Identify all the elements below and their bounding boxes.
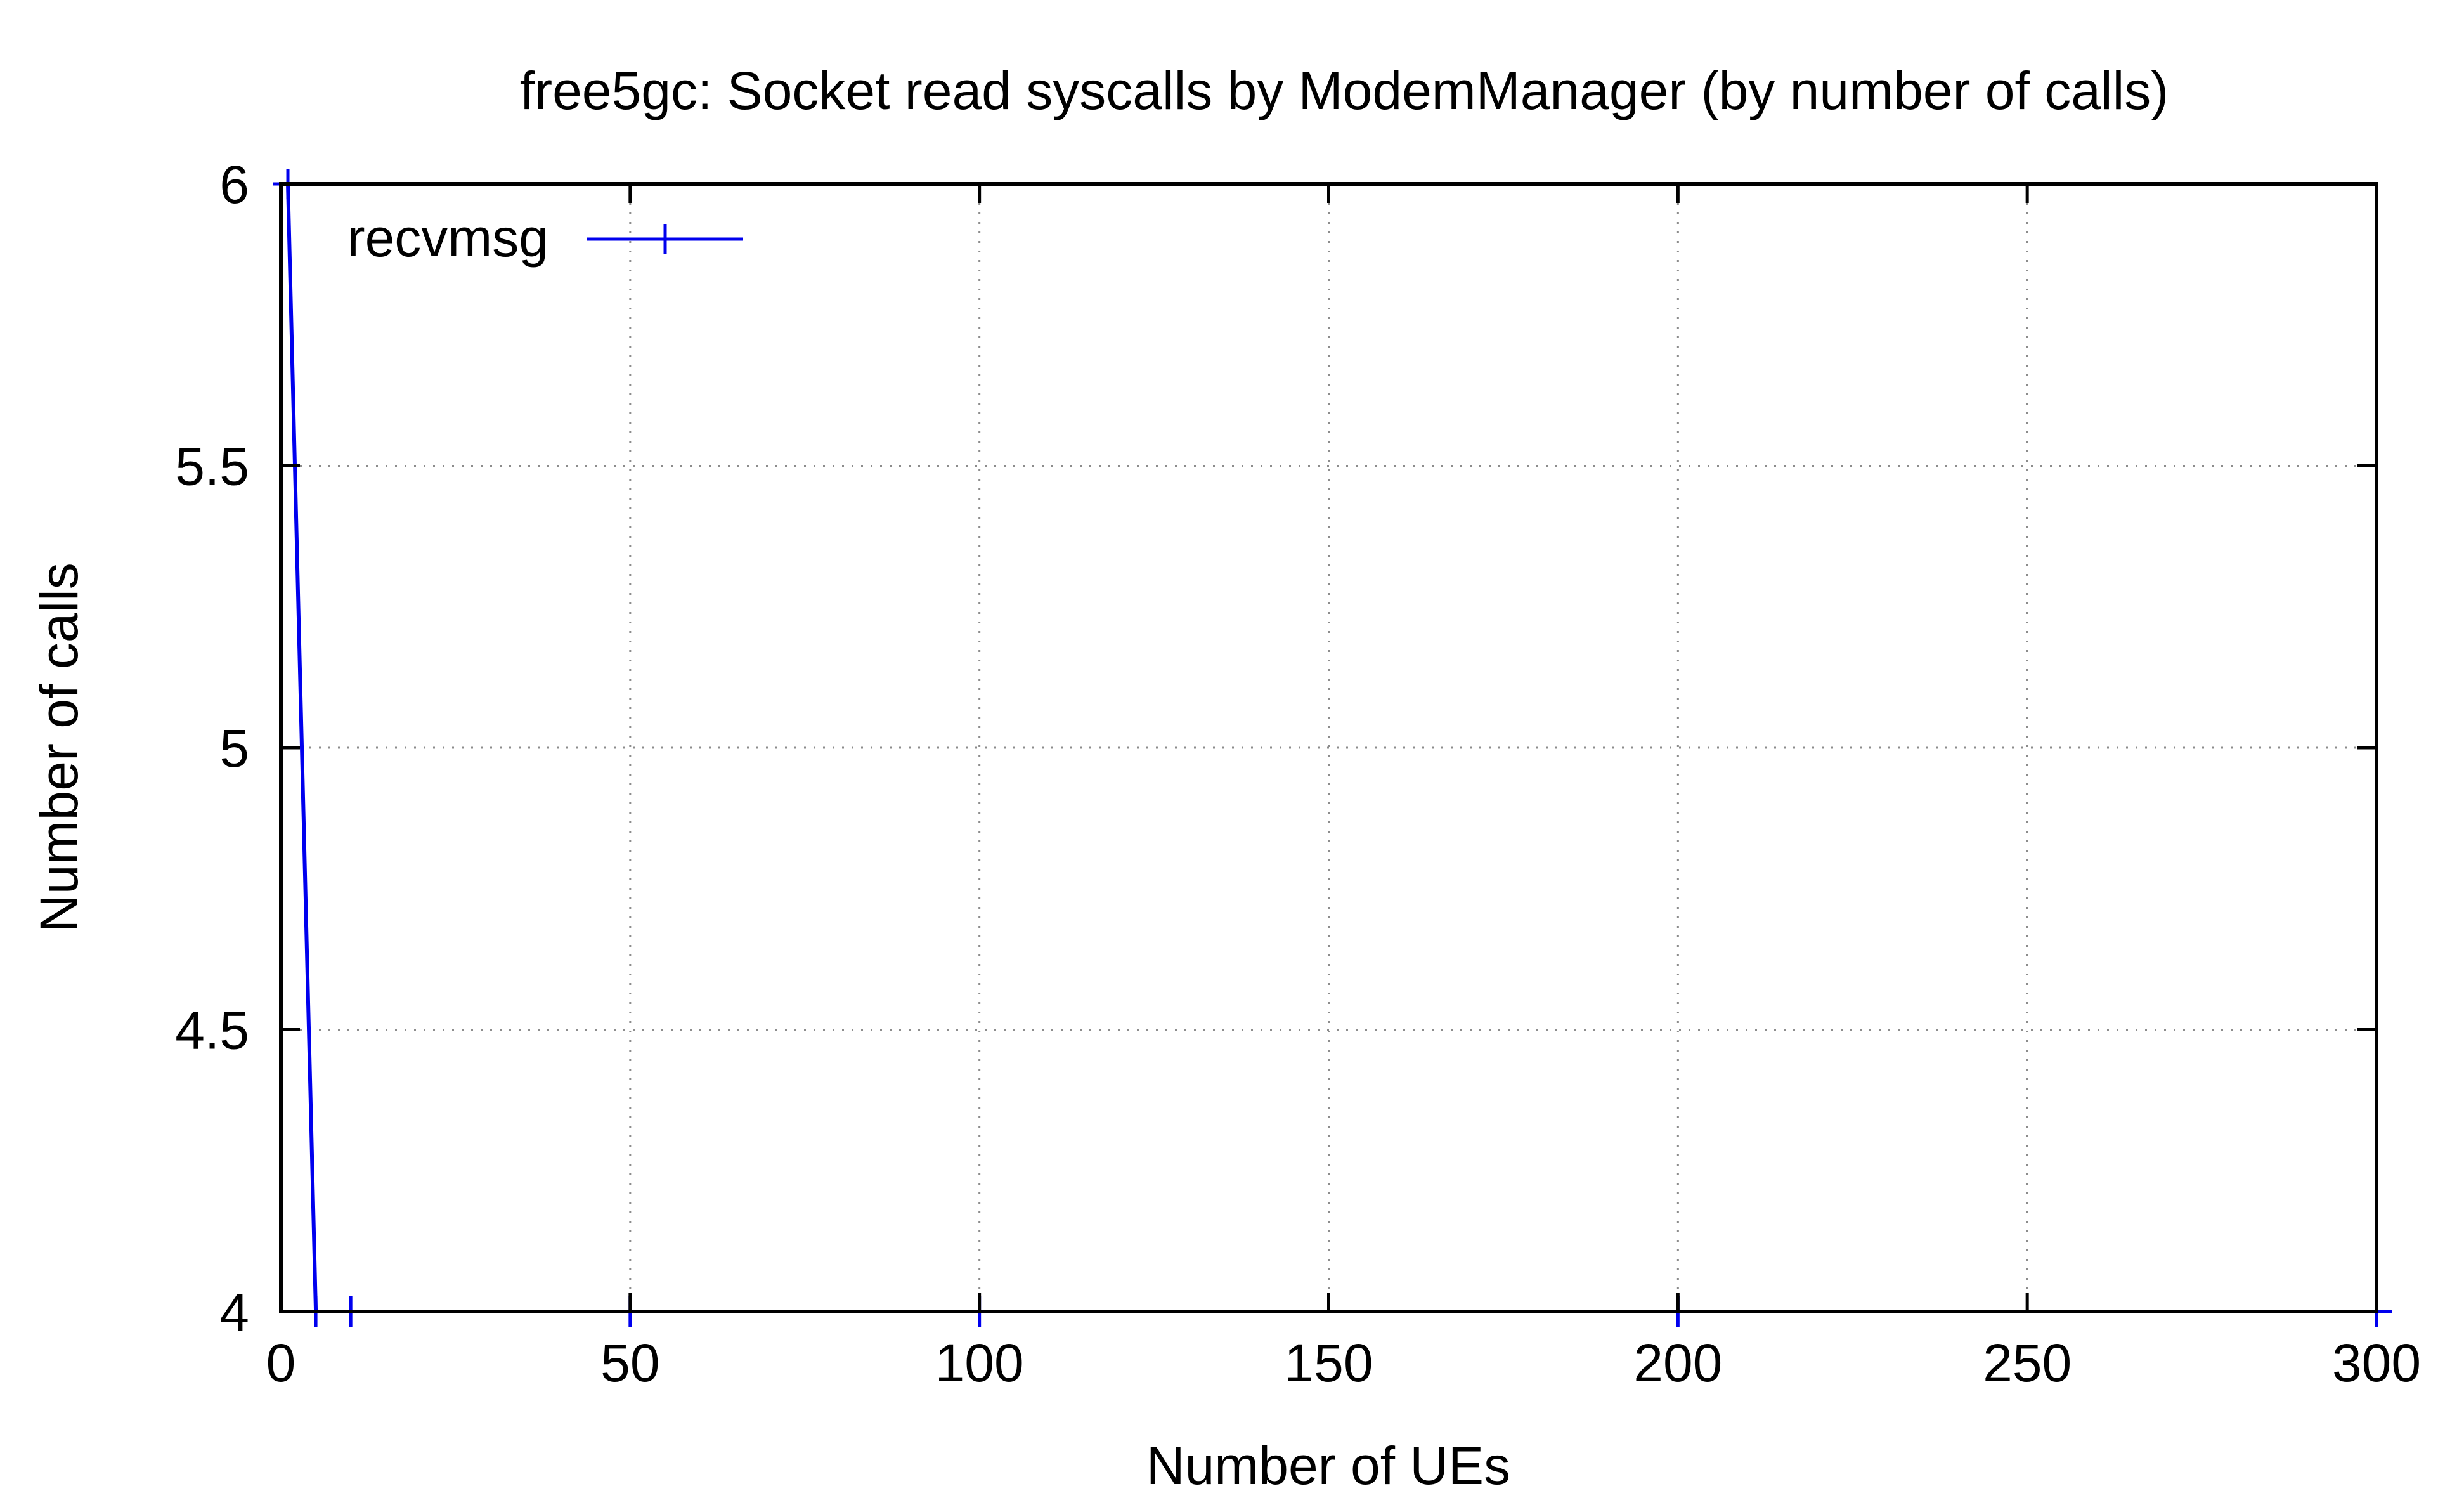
y-tick-label: 5	[219, 719, 249, 778]
y-tick-label: 4.5	[175, 1001, 249, 1060]
y-axis-label: Number of calls	[29, 563, 89, 933]
grid-lines	[281, 184, 2376, 1312]
x-tick-label: 200	[1633, 1333, 1722, 1393]
x-tick-label: 0	[266, 1333, 296, 1393]
x-tick-label: 100	[935, 1333, 1024, 1393]
x-tick-label: 250	[1983, 1333, 2072, 1393]
x-axis-label: Number of UEs	[1146, 1436, 1510, 1495]
x-axis-tick-labels: 0 50 100 150 200 250 300	[266, 1333, 2421, 1393]
x-tick-label: 150	[1284, 1333, 1373, 1393]
legend: recvmsg	[347, 208, 743, 268]
y-tick-label: 6	[219, 155, 249, 214]
y-axis-tick-labels: 4 4.5 5 5.5 6	[175, 155, 249, 1342]
chart-title: free5gc: Socket read syscalls by ModemMa…	[520, 61, 2169, 120]
legend-label-recvmsg: recvmsg	[347, 208, 548, 268]
y-tick-label: 5.5	[175, 437, 249, 497]
axis-ticks	[279, 182, 2378, 1313]
x-tick-label: 300	[2332, 1333, 2421, 1393]
y-tick-label: 4	[219, 1282, 249, 1342]
x-tick-label: 50	[600, 1333, 659, 1393]
